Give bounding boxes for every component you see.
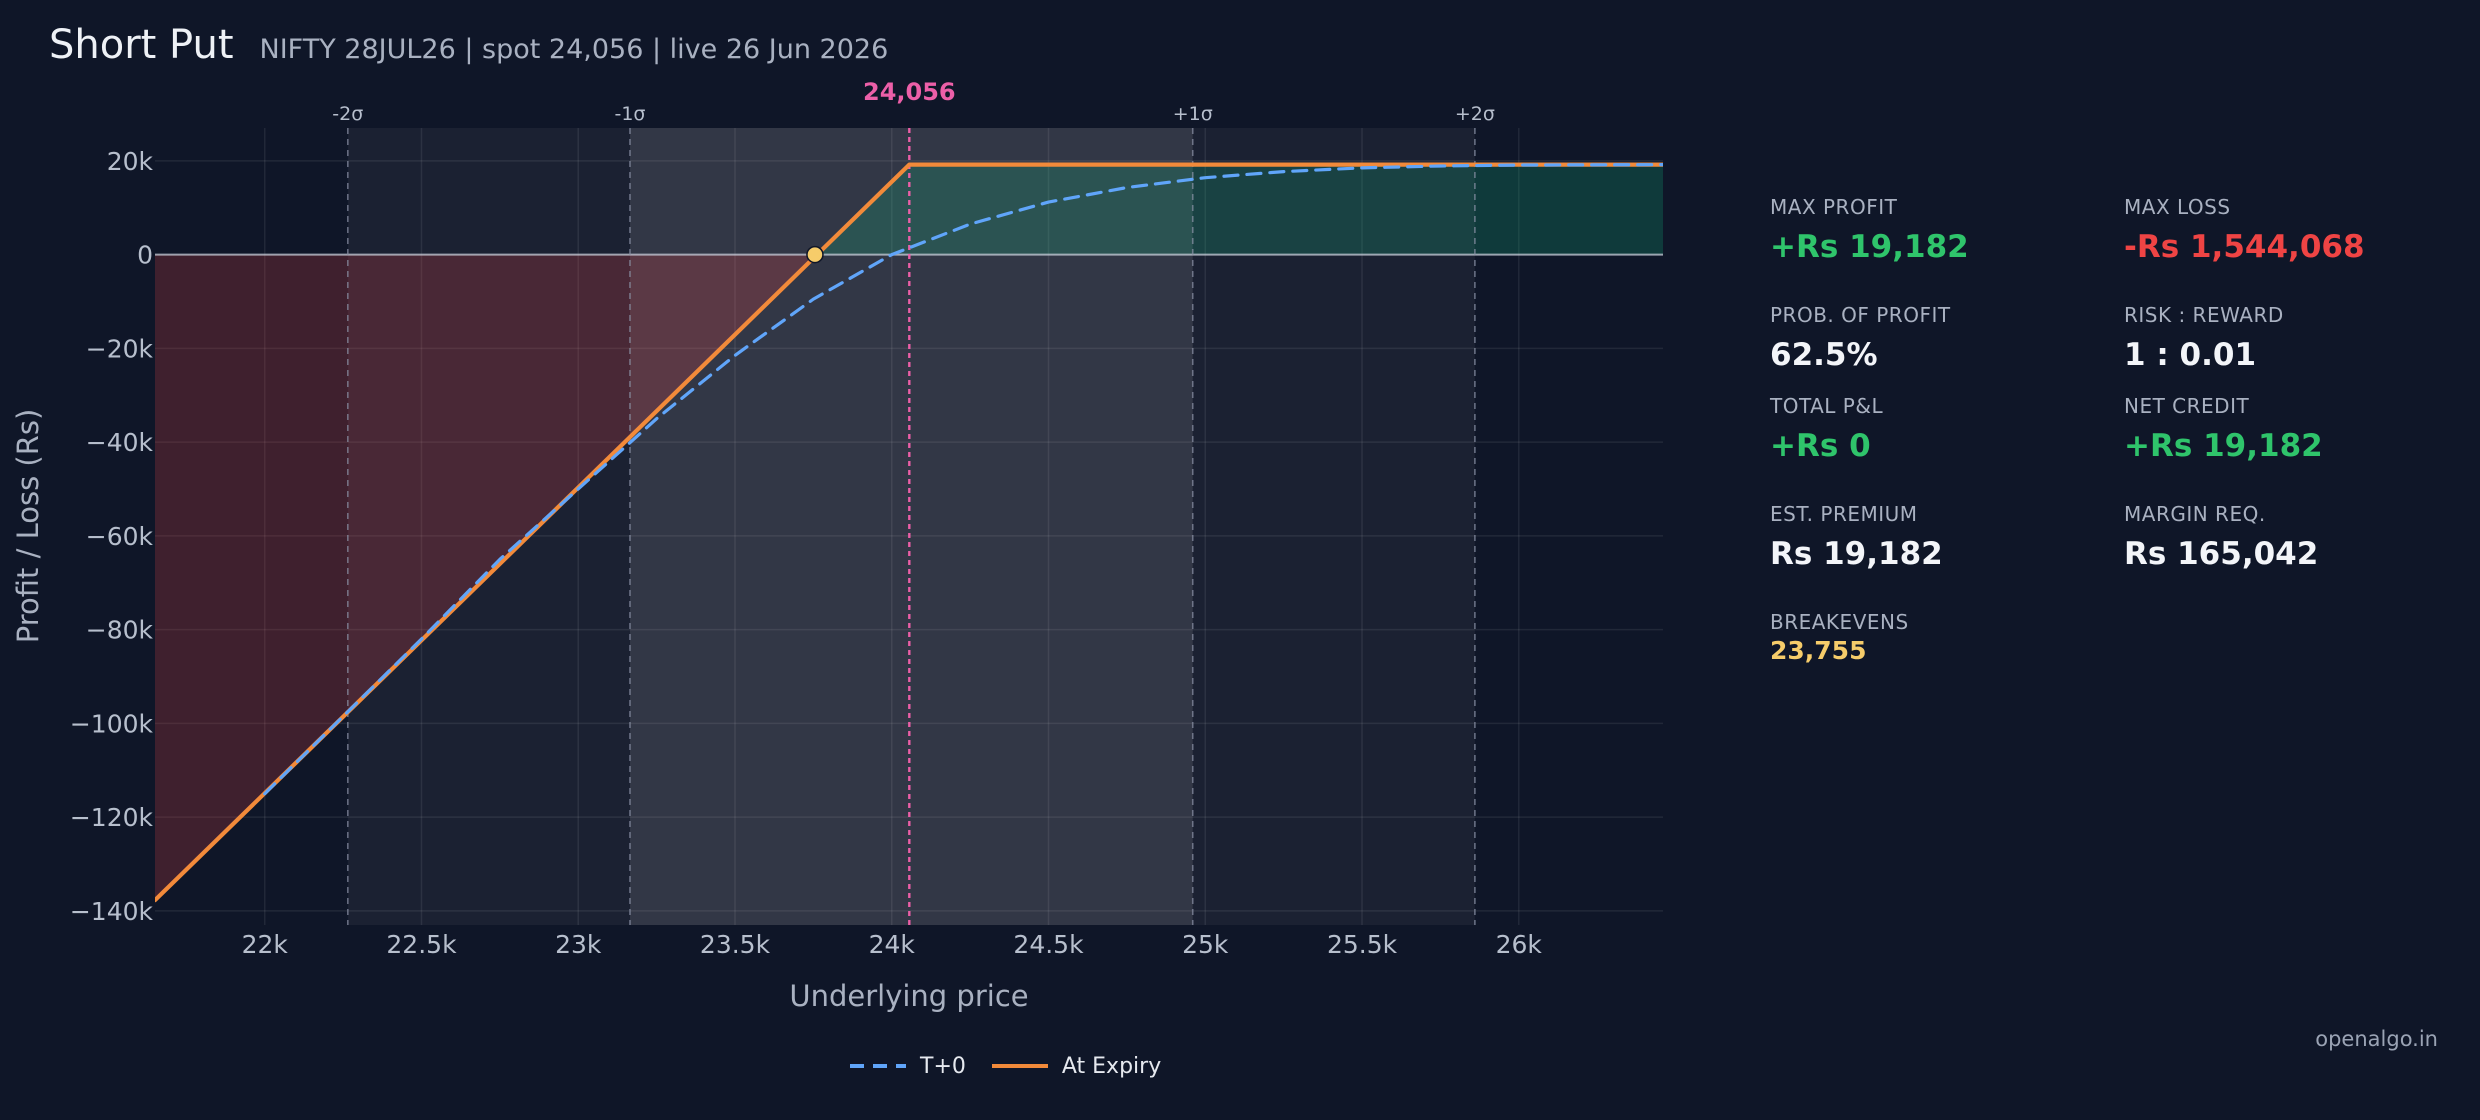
- chart-header: Short Put NIFTY 28JUL26 | spot 24,056 | l…: [49, 22, 888, 68]
- sigma-label: -2σ: [332, 103, 363, 125]
- payoff-series: [155, 162, 1663, 903]
- stat-est-premium: EST. PREMIUM Rs 19,182: [1770, 502, 1943, 572]
- stat-max-loss: MAX LOSS -Rs 1,544,068: [2124, 195, 2365, 265]
- y-tick-label: −40k: [86, 428, 154, 457]
- stat-label: MARGIN REQ.: [2124, 502, 2266, 526]
- annotation-marks: [806, 245, 824, 264]
- stat-prob-profit: PROB. OF PROFIT 62.5%: [1770, 303, 1951, 373]
- y-tick-label: −80k: [86, 616, 154, 645]
- stat-value: 1 : 0.01: [2124, 337, 2257, 373]
- stat-total-pnl: TOTAL P&L +Rs 0: [1770, 394, 1883, 464]
- legend-label: At Expiry: [1061, 1053, 1162, 1079]
- stat-net-credit: NET CREDIT +Rs 19,182: [2124, 394, 2323, 464]
- stat-value: Rs 165,042: [2124, 536, 2319, 572]
- brand-label: openalgo.in: [2315, 1027, 2438, 1051]
- legend-label: T+0: [920, 1053, 966, 1079]
- y-tick-label: −20k: [86, 334, 154, 363]
- stat-value: +Rs 19,182: [2124, 428, 2323, 464]
- breakeven-marker: [806, 245, 824, 264]
- x-tick-label: 25k: [1182, 930, 1229, 959]
- page-subtitle: NIFTY 28JUL26 | spot 24,056 | live 26 Ju…: [259, 34, 889, 65]
- t0-line: [263, 163, 1663, 796]
- sigma-label: +2σ: [1455, 103, 1495, 125]
- stat-label: BREAKEVENS: [1770, 610, 1909, 634]
- x-tick-label: 24k: [869, 930, 916, 959]
- stat-value: -Rs 1,544,068: [2124, 229, 2365, 265]
- page-title: Short Put: [49, 22, 234, 68]
- sigma-label: +1σ: [1173, 103, 1213, 125]
- y-tick-label: −120k: [70, 803, 154, 832]
- legend-item-t0[interactable]: T+0: [848, 1054, 966, 1079]
- x-tick-label: 22.5k: [386, 930, 457, 959]
- stat-label: PROB. OF PROFIT: [1770, 303, 1951, 327]
- stat-label: MAX LOSS: [2124, 195, 2231, 219]
- stat-label: NET CREDIT: [2124, 394, 2250, 418]
- payoff-fill: [155, 164, 1663, 901]
- stat-label: MAX PROFIT: [1770, 195, 1898, 219]
- spot-label: 24,056: [863, 78, 956, 106]
- payoff-chart: -2σ -1σ +1σ +2σ 24,056 22k 22.5k 23k 23.5k 24k 24.…: [11, 78, 1663, 1013]
- legend-swatch: [850, 1064, 906, 1068]
- sigma-band-1: [629, 128, 1193, 925]
- stat-value: +Rs 0: [1770, 428, 1871, 464]
- axis-labels: -2σ -1σ +1σ +2σ 24,056 22k 22.5k 23k 23.5k 24k 24.…: [11, 78, 1542, 1013]
- x-tick-label: 25.5k: [1327, 930, 1398, 959]
- loss-area: [155, 254, 815, 901]
- x-tick-label: 26k: [1496, 930, 1543, 959]
- stat-margin-req: MARGIN REQ. Rs 165,042: [2124, 502, 2318, 572]
- stat-breakevens: BREAKEVENS 23,755: [1770, 610, 1909, 665]
- stat-risk-reward: RISK : REWARD 1 : 0.01: [2124, 303, 2284, 373]
- x-tick-label: 23k: [555, 930, 602, 959]
- y-tick-label: −60k: [86, 522, 154, 551]
- x-axis-title: Underlying price: [789, 979, 1028, 1013]
- stat-label: RISK : REWARD: [2124, 303, 2284, 327]
- y-tick-label: −100k: [70, 709, 154, 738]
- stat-value: 62.5%: [1770, 337, 1878, 373]
- stat-label: TOTAL P&L: [1770, 394, 1884, 418]
- x-tick-label: 24.5k: [1013, 930, 1084, 959]
- y-tick-label: 0: [137, 241, 153, 270]
- x-tick-label: 22k: [242, 930, 289, 959]
- profit-area: [814, 164, 1663, 255]
- y-axis-title: Profit / Loss (Rs): [11, 409, 45, 644]
- reference-lines: [155, 128, 1663, 925]
- sigma-label: -1σ: [614, 103, 645, 125]
- legend-item-expiry[interactable]: At Expiry: [990, 1054, 1161, 1079]
- stat-max-profit: MAX PROFIT +Rs 19,182: [1770, 195, 1969, 265]
- stat-value: +Rs 19,182: [1770, 229, 1969, 265]
- legend-swatch: [991, 1064, 1048, 1068]
- x-tick-label: 23.5k: [700, 930, 771, 959]
- chart-legend: T+0 At Expiry: [848, 1052, 1185, 1079]
- y-tick-label: −140k: [70, 897, 154, 926]
- stat-label: EST. PREMIUM: [1770, 502, 1918, 526]
- stat-value: Rs 19,182: [1770, 536, 1943, 572]
- y-tick-label: 20k: [107, 147, 154, 176]
- stat-value: 23,755: [1770, 636, 1867, 665]
